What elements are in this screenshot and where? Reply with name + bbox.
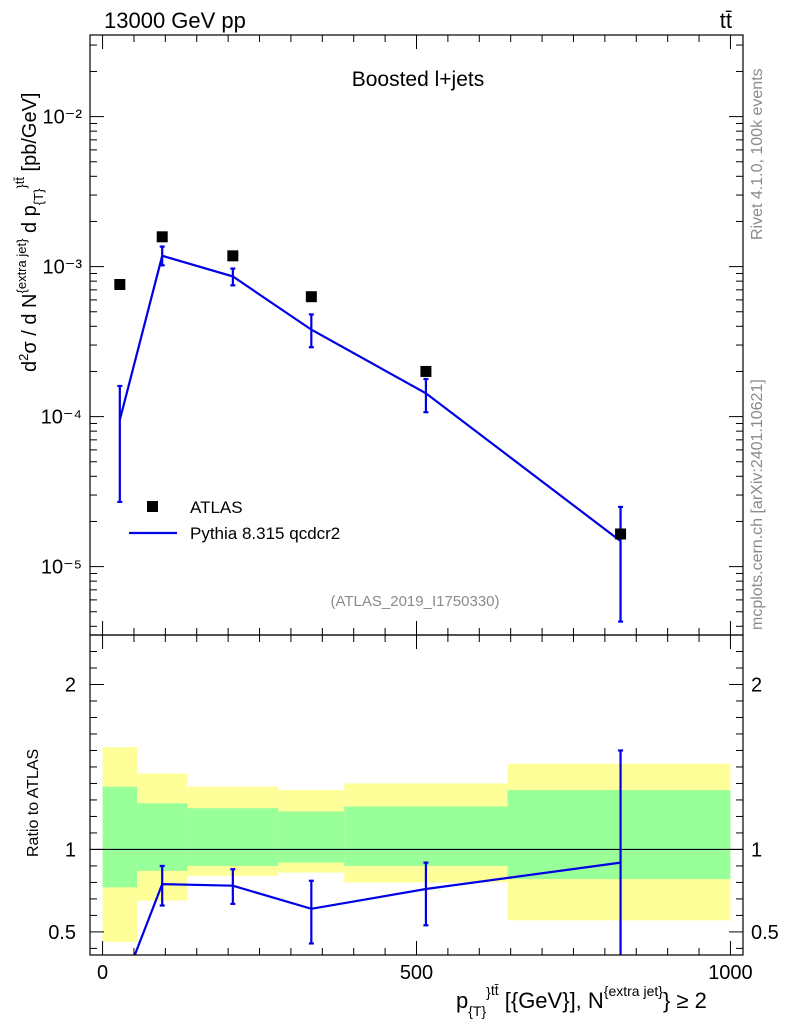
svg-text:p{T}}tt̄ [{GeV}], N{extra jet}: p{T}}tt̄ [{GeV}], N{extra jet}} ≥ 2 — [456, 982, 707, 1019]
chart-title: Boosted l+jets — [352, 68, 485, 91]
legend-pythia-label: Pythia 8.315 qcdcr2 — [190, 524, 340, 543]
ratio-clipped-marks — [133, 749, 624, 955]
atlas-data-point — [420, 365, 432, 377]
ratio-panel: 0.5 0.5 1 1 2 2 0 500 1000 Ratio to ATLAS p{T}}t… — [25, 634, 779, 1019]
main-y-tick-label: 10⁻⁵ — [41, 557, 82, 579]
legend-atlas-marker — [147, 501, 158, 512]
ratio-y-axis-title: Ratio to ATLAS — [25, 749, 42, 857]
legend-atlas-label: ATLAS — [190, 498, 243, 517]
atlas-data-point — [114, 278, 126, 290]
main-data-marks — [114, 231, 627, 623]
analysis-label: (ATLAS_2019_I1750330) — [330, 593, 499, 610]
pythia-line — [118, 254, 622, 542]
energy-label: 13000 GeV pp — [104, 8, 246, 33]
ratio-y-tick-label-right: 1 — [751, 839, 762, 861]
ratio-y-tick-label-left: 1 — [65, 839, 76, 861]
main-y-tick-label: 10⁻³ — [43, 257, 83, 279]
ratio-green-band — [344, 806, 508, 866]
x-tick-label: 0 — [97, 962, 108, 984]
main-y-tick-label: 10⁻² — [43, 107, 83, 129]
atlas-data-point — [227, 250, 239, 262]
ratio-green-band — [137, 803, 188, 871]
x-tick-label: 500 — [400, 962, 433, 984]
ratio-y-tick-label-left: 2 — [65, 674, 76, 696]
atlas-data-point — [305, 291, 317, 303]
main-panel: 10⁻⁵ 10⁻⁴ 10⁻³ 10⁻² Boosted l+jets (ATLAS_2… — [12, 34, 744, 636]
svg-text:d2σ / d N{extra jet} d p{T}}: d2σ / d N{extra jet} d p{T}}tt̄ [pb/GeV] — [12, 93, 46, 373]
main-y-ticks: 10⁻⁵ 10⁻⁴ 10⁻³ 10⁻² — [41, 35, 743, 635]
ratio-green-band — [507, 790, 731, 880]
ratio-y-tick-label-right: 0.5 — [751, 922, 779, 944]
ratio-y-tick-label-right: 2 — [751, 674, 762, 696]
legend: ATLAS Pythia 8.315 qcdcr2 — [129, 498, 340, 543]
process-label: tt̄ — [720, 8, 732, 33]
main-y-tick-label: 10⁻⁴ — [41, 407, 82, 429]
atlas-data-point — [615, 528, 627, 540]
main-panel-frame — [89, 34, 744, 636]
ratio-ticks: 0.5 0.5 1 1 2 2 0 500 1000 — [48, 634, 779, 984]
mcplots-label: mcplots.cern.ch [arXiv:2401.10621] — [749, 379, 766, 630]
x-axis-title: p{T}}tt̄ [{GeV}], N{extra jet}} ≥ 2 — [456, 982, 707, 1019]
ratio-green-band — [278, 811, 345, 863]
rivet-version-label: Rivet 4.1.0, 100k events — [749, 68, 766, 240]
ratio-y-tick-label-left: 0.5 — [48, 922, 76, 944]
main-y-axis-title: d2σ / d N{extra jet} d p{T}}tt̄ [pb/GeV] — [12, 93, 46, 373]
atlas-data-point — [156, 231, 168, 243]
ratio-pythia-line — [133, 861, 621, 955]
ratio-green-band — [102, 786, 138, 888]
ratio-green-band — [187, 808, 279, 866]
ratio-data-marks — [90, 747, 743, 955]
x-tick-label: 1000 — [708, 962, 753, 984]
